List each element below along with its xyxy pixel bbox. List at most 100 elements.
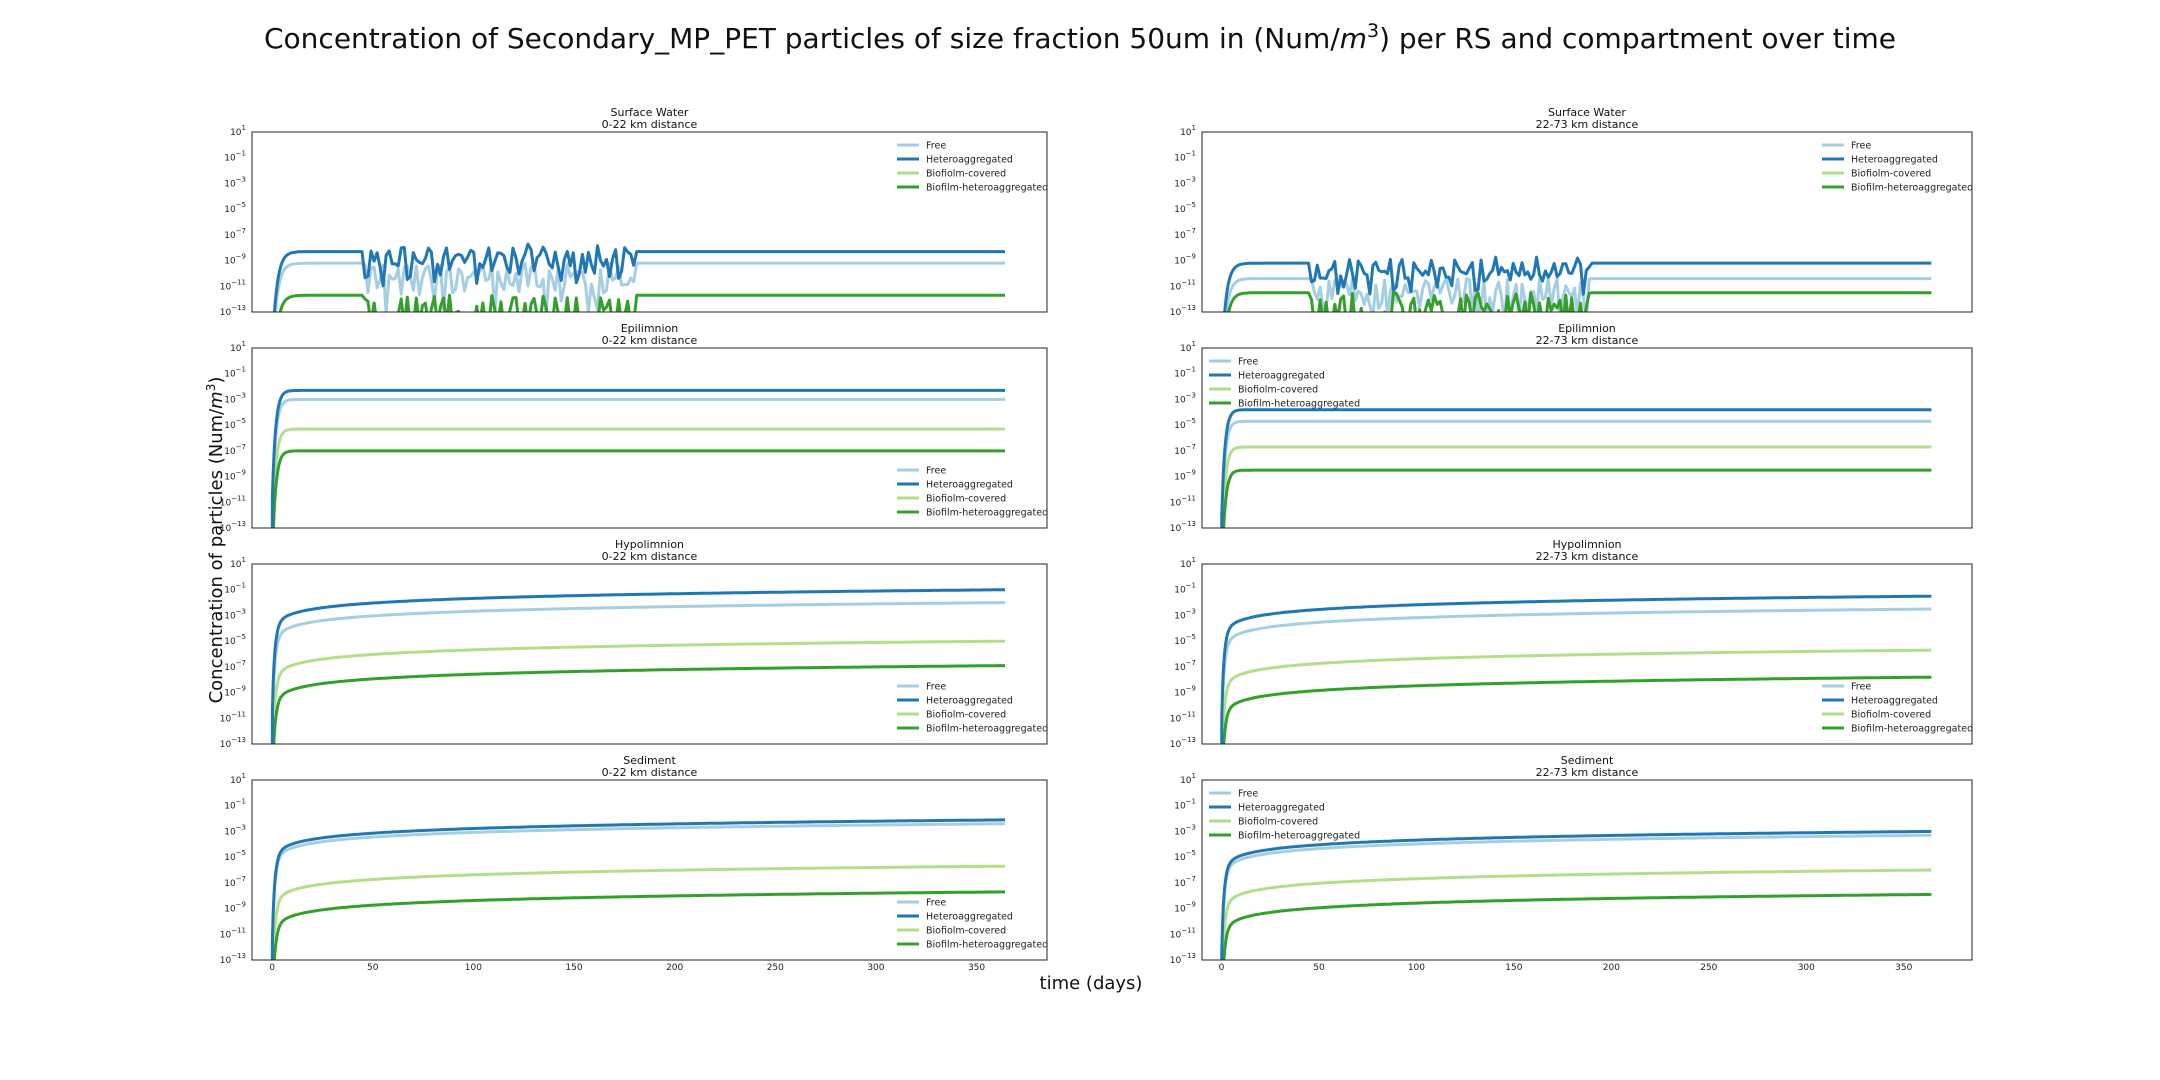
- panel-title: Surface Water: [1548, 106, 1626, 119]
- panel-subtitle: 22-73 km distance: [1536, 766, 1639, 779]
- panel-subtitle: 0-22 km distance: [602, 550, 698, 563]
- series-group: [270, 388, 1005, 528]
- y-tick-label: 10−13: [220, 736, 246, 750]
- series-line-biofiolm-covered: [271, 639, 1005, 744]
- y-tick-label: 10−3: [224, 823, 246, 837]
- series-line-heteroaggregated: [1223, 255, 1932, 312]
- y-tick-label: 10−1: [224, 798, 246, 812]
- panel-title: Surface Water: [611, 106, 689, 119]
- legend-label: Biofilm-heteroaggregated: [1851, 724, 1973, 735]
- series-line-free: [270, 822, 1006, 960]
- series-line-biofiolm-covered: [1221, 648, 1932, 744]
- x-tick-label: 100: [465, 963, 482, 973]
- series-line-biofiolm-covered: [271, 864, 1005, 960]
- y-axis-label: Concentration of particles (Num/m3): [204, 377, 227, 704]
- y-tick-label: 10−1: [224, 366, 246, 380]
- y-tick-label: 10−9: [1174, 685, 1196, 699]
- y-tick-label: 10−13: [220, 952, 246, 966]
- panel-title: Sediment: [1561, 754, 1614, 767]
- plot-frame: [1201, 347, 1973, 529]
- legend-label: Heteroaggregated: [926, 480, 1013, 491]
- y-tick-label: 101: [1180, 124, 1196, 138]
- x-tick-label: 0: [1219, 963, 1225, 973]
- series-line-biofiolm-covered: [1221, 445, 1932, 528]
- y-tick-label: 101: [230, 556, 246, 570]
- series-line-free: [1224, 277, 1932, 312]
- panel-title: Epilimnion: [1558, 322, 1616, 335]
- series-line-biofilm-heteroaggregated: [1222, 892, 1932, 960]
- legend-label: Heteroaggregated: [926, 912, 1013, 923]
- legend: Free Heteroaggregated Biofiolm-covered Biof…: [1822, 141, 1973, 194]
- legend-label: Biofiolm-covered: [926, 169, 1006, 180]
- panel-title: Epilimnion: [621, 322, 679, 335]
- figure-title: Concentration of Secondary_MP_PET partic…: [264, 20, 1896, 55]
- y-tick-label: 10−5: [1174, 633, 1196, 647]
- series-line-biofilm-heteroaggregated: [1227, 291, 1932, 312]
- panels-group: Surface Water 0-22 km distance 101 10−1 10−3…: [220, 106, 1973, 973]
- series-group: [272, 242, 1005, 312]
- y-tick-label: 10−9: [1174, 901, 1196, 915]
- x-tick-label: 250: [1700, 963, 1717, 973]
- y-tick-label: 10−13: [220, 304, 246, 318]
- plot-frame: [251, 779, 1048, 961]
- legend: Free Heteroaggregated Biofiolm-covered Biof…: [897, 141, 1048, 194]
- legend-label: Heteroaggregated: [1238, 803, 1325, 814]
- legend-label: Free: [926, 682, 946, 693]
- series-line-heteroaggregated: [270, 388, 1005, 528]
- legend-label: Biofilm-heteroaggregated: [926, 183, 1048, 194]
- plot-frame: [251, 563, 1048, 745]
- legend-label: Biofilm-heteroaggregated: [926, 724, 1048, 735]
- legend-label: Free: [926, 466, 946, 477]
- series-line-free: [270, 397, 1005, 528]
- y-tick-label: 10−3: [224, 391, 246, 405]
- y-tick-label: 10−5: [224, 201, 246, 215]
- series-line-biofilm-heteroaggregated: [272, 664, 1005, 744]
- x-tick-label: 300: [867, 963, 884, 973]
- x-tick-label: 300: [1798, 963, 1815, 973]
- series-line-biofilm-heteroaggregated: [272, 890, 1005, 960]
- x-tick-label: 100: [1408, 963, 1425, 973]
- y-tick-label: 10−11: [220, 710, 246, 724]
- series-line-biofiolm-covered: [271, 427, 1005, 528]
- plot-frame: [1201, 131, 1973, 313]
- panel-subtitle: 22-73 km distance: [1536, 550, 1639, 563]
- series-group: [1220, 829, 1932, 960]
- y-tick-label: 10−3: [1174, 823, 1196, 837]
- legend-label: Free: [1851, 682, 1871, 693]
- series-line-heteroaggregated: [272, 242, 1005, 312]
- legend-label: Heteroaggregated: [1238, 371, 1325, 382]
- series-line-free: [1220, 419, 1932, 528]
- y-tick-label: 10−5: [1174, 201, 1196, 215]
- series-group: [270, 818, 1006, 960]
- y-tick-label: 10−7: [224, 659, 246, 673]
- y-tick-label: 10−7: [1174, 443, 1196, 457]
- y-tick-label: 10−1: [224, 582, 246, 596]
- y-tick-label: 10−11: [220, 278, 246, 292]
- legend-label: Free: [926, 141, 946, 152]
- plot-frame: [1201, 779, 1973, 961]
- x-tick-label: 150: [1505, 963, 1522, 973]
- panel-subtitle: 22-73 km distance: [1536, 118, 1639, 131]
- legend: Free Heteroaggregated Biofiolm-covered Biof…: [1822, 682, 1973, 735]
- y-tick-label: 10−9: [1174, 253, 1196, 267]
- legend-label: Heteroaggregated: [1851, 696, 1938, 707]
- y-tick-label: 10−7: [1174, 659, 1196, 673]
- y-tick-label: 10−5: [224, 849, 246, 863]
- y-tick-label: 10−3: [1174, 175, 1196, 189]
- legend-label: Free: [926, 898, 946, 909]
- y-tick-label: 10−13: [1170, 304, 1196, 318]
- series-line-heteroaggregated: [270, 818, 1005, 960]
- legend-label: Biofilm-heteroaggregated: [1238, 399, 1360, 410]
- legend: Free Heteroaggregated Biofiolm-covered Biof…: [897, 682, 1048, 735]
- y-tick-label: 101: [230, 772, 246, 786]
- x-tick-label: 150: [565, 963, 582, 973]
- y-tick-label: 10−9: [224, 685, 246, 699]
- y-tick-label: 10−7: [1174, 875, 1196, 889]
- y-tick-label: 10−1: [224, 150, 246, 164]
- series-line-free: [1220, 833, 1932, 960]
- series-line-free: [1220, 607, 1932, 744]
